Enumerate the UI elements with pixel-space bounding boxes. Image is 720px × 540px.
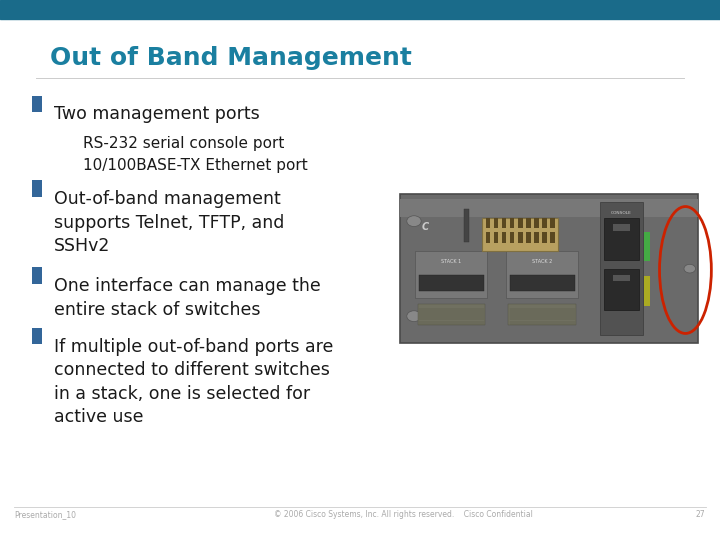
Text: C: C [421,222,428,232]
Bar [644,276,650,306]
Bar [418,304,485,325]
Bar [518,232,523,242]
Bar [486,232,490,242]
Bar [0,0,720,19]
Bar [464,209,469,242]
Text: One interface can manage the
entire stack of switches: One interface can manage the entire stac… [54,277,320,319]
Bar [604,218,639,260]
Bar [604,269,639,310]
Bar [508,304,576,325]
Bar [32,328,42,344]
Text: If multiple out-of-band ports are
connected to different switches
in a stack, on: If multiple out-of-band ports are connec… [54,338,333,426]
Bar [32,267,42,284]
Text: 27: 27 [696,510,706,519]
Text: Presentation_10: Presentation_10 [14,510,76,519]
Bar [542,218,546,228]
Bar [486,218,490,228]
Text: Out-of-band management
supports Telnet, TFTP, and
SSHv2: Out-of-band management supports Telnet, … [54,190,284,255]
Bar [550,232,554,242]
Bar [613,275,630,281]
Bar [534,218,539,228]
Bar [644,232,650,261]
Circle shape [407,311,421,322]
Bar [506,251,578,298]
Bar [400,194,698,343]
Bar [502,232,506,242]
Bar [510,275,575,291]
Bar [510,232,515,242]
Bar [613,225,630,231]
Circle shape [684,265,696,273]
Bar [534,232,539,242]
Bar [550,218,554,228]
Circle shape [407,215,421,226]
Text: © 2006 Cisco Systems, Inc. All rights reserved.    Cisco Confidential: © 2006 Cisco Systems, Inc. All rights re… [274,510,533,519]
Bar [494,232,498,242]
Bar [526,232,531,242]
Bar [518,218,523,228]
Text: 10/100BASE-TX Ethernet port: 10/100BASE-TX Ethernet port [83,158,307,173]
Bar [494,218,498,228]
Bar [502,218,506,228]
Text: Two management ports: Two management ports [54,105,260,123]
Bar [510,218,515,228]
Bar [600,202,643,335]
Text: Out of Band Management: Out of Band Management [50,46,413,70]
Bar [419,275,484,291]
Bar [482,218,558,251]
Bar [32,96,42,112]
Text: CONSOLE: CONSOLE [611,211,631,214]
Bar [542,232,546,242]
Text: STACK 2: STACK 2 [532,259,552,264]
Bar [32,180,42,197]
Bar [400,199,698,217]
Text: STACK 1: STACK 1 [441,259,462,264]
Bar [526,218,531,228]
Text: RS-232 serial console port: RS-232 serial console port [83,136,284,151]
Bar [415,251,487,298]
